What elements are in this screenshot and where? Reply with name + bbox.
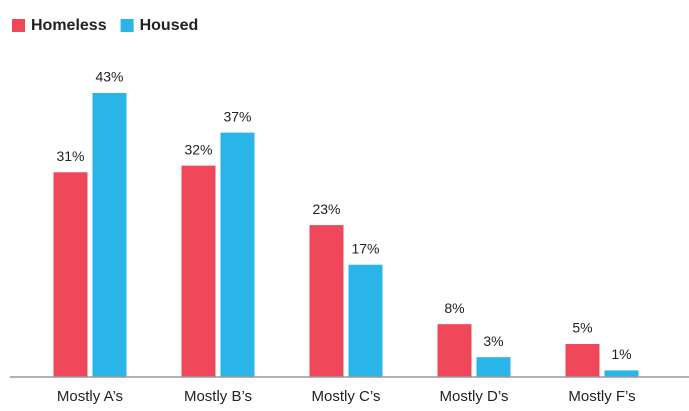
data-label: 31% — [56, 148, 84, 164]
legend-label: Housed — [140, 17, 199, 34]
bar — [181, 165, 216, 377]
bar — [309, 225, 344, 377]
x-tick-label: Mostly D’s — [440, 388, 509, 405]
data-label: 17% — [351, 240, 379, 256]
legend-swatch — [12, 19, 25, 32]
data-label: 43% — [95, 69, 123, 85]
x-tick-label: Mostly C’s — [312, 388, 381, 405]
x-tick-label: Mostly B’s — [184, 388, 252, 405]
data-label: 3% — [483, 333, 503, 349]
bar — [476, 357, 511, 377]
data-label: 8% — [444, 300, 464, 316]
data-label: 32% — [184, 141, 212, 157]
bar — [437, 324, 472, 377]
bar — [53, 172, 88, 377]
legend-swatch — [120, 19, 134, 32]
x-tick-label: Mostly F’s — [568, 388, 635, 405]
bar — [92, 93, 127, 377]
bar — [220, 132, 255, 377]
bar — [604, 370, 639, 377]
legend-label: Homeless — [31, 17, 107, 34]
x-tick-label: Mostly A’s — [57, 388, 123, 405]
data-label: 5% — [572, 320, 592, 336]
bar — [348, 264, 383, 377]
data-label: 37% — [223, 108, 251, 124]
bar — [565, 343, 600, 377]
data-label: 1% — [611, 346, 631, 362]
data-label: 23% — [312, 201, 340, 217]
